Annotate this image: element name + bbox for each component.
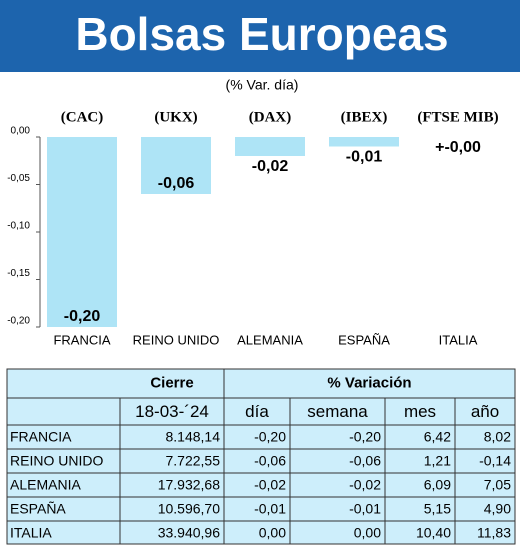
table-cell: 8,02 (484, 429, 511, 445)
index-label: (IBEX) (341, 109, 388, 125)
table-cell: -0,01 (254, 501, 286, 517)
table-cell: 5,15 (424, 501, 451, 517)
index-label: (CAC) (61, 109, 104, 125)
y-tick-label: -0,05 (7, 173, 30, 184)
header-band (0, 0, 520, 72)
table-cell: 6,09 (424, 477, 451, 493)
table-cell: 17.932,68 (158, 477, 220, 493)
table-cell: -0,20 (349, 429, 381, 445)
x-tick-label: REINO UNIDO (133, 332, 220, 347)
table-cell: -0,14 (479, 453, 511, 469)
column-header: año (471, 402, 499, 421)
table-group: Cierre (150, 374, 193, 391)
column-header: 18-03-´24 (135, 402, 209, 421)
chart-subtitle: (% Var. día) (226, 77, 299, 93)
table-cell: 7,05 (484, 477, 511, 493)
row-label: REINO UNIDO (10, 453, 103, 469)
x-tick-label: FRANCIA (53, 332, 110, 347)
table-cell: 10.596,70 (158, 501, 220, 517)
table-cell: 4,90 (484, 501, 511, 517)
bar (235, 137, 305, 156)
column-header: día (245, 402, 269, 421)
index-label: (DAX) (249, 109, 292, 125)
bar (47, 137, 117, 327)
value-label: -0,01 (346, 149, 383, 166)
x-tick-label: ESPAÑA (338, 332, 390, 347)
table-cell: 11,83 (477, 525, 511, 541)
index-label: (FTSE MIB) (417, 109, 498, 125)
y-tick-label: -0,15 (7, 268, 30, 279)
table-cell: 33.940,96 (158, 525, 220, 541)
bar (329, 137, 399, 147)
x-tick-label: ITALIA (439, 332, 478, 347)
table-cell: -0,01 (349, 501, 381, 517)
row-label: ESPAÑA (10, 501, 66, 517)
column-header: semana (307, 402, 368, 421)
table-group: % Variación (327, 374, 411, 391)
table-cell: 10,40 (416, 525, 451, 541)
bar (141, 137, 211, 194)
table-cell: 8.148,14 (166, 429, 221, 445)
table-cell: 1,21 (424, 453, 451, 469)
table-cell: 7.722,55 (166, 453, 221, 469)
table-cell: -0,02 (349, 477, 381, 493)
table-cell: -0,02 (254, 477, 286, 493)
chart-title: Bolsas Europeas (75, 8, 448, 60)
table-cell: -0,20 (254, 429, 286, 445)
table-cell: 0,00 (259, 525, 286, 541)
value-label: +-0,00 (435, 139, 481, 156)
row-label: FRANCIA (10, 429, 72, 445)
table-cell: 6,42 (424, 429, 451, 445)
row-label: ITALIA (10, 525, 52, 541)
value-label: -0,06 (158, 175, 195, 192)
y-tick-label: -0,10 (7, 221, 30, 232)
value-label: -0,20 (64, 308, 101, 325)
y-tick-label: 0,00 (11, 126, 31, 137)
index-label: (UKX) (154, 109, 197, 125)
y-tick-label: -0,20 (7, 316, 30, 327)
x-tick-label: ALEMANIA (237, 332, 303, 347)
table-cell: -0,06 (349, 453, 381, 469)
value-label: -0,02 (252, 158, 289, 175)
row-label: ALEMANIA (10, 477, 81, 493)
table-cell: 0,00 (354, 525, 381, 541)
column-header: mes (404, 402, 436, 421)
table-cell: -0,06 (254, 453, 286, 469)
